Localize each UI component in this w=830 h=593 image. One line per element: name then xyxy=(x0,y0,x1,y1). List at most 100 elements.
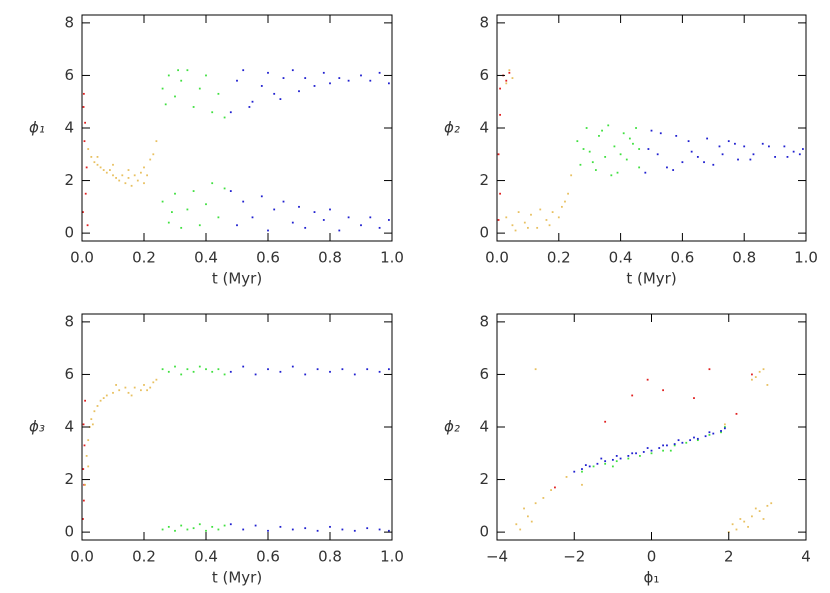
point xyxy=(86,224,89,227)
point xyxy=(527,515,529,518)
point xyxy=(712,432,715,435)
point xyxy=(727,140,730,143)
point xyxy=(499,87,501,90)
x-axis-label: t (Myr) xyxy=(212,569,262,587)
y-tick-label: 0 xyxy=(479,224,489,242)
plot-frame xyxy=(81,313,393,541)
point xyxy=(133,386,136,389)
y-tick-label: 4 xyxy=(479,418,489,436)
point xyxy=(192,190,195,192)
point xyxy=(505,82,508,85)
point xyxy=(650,129,653,132)
y-tick-label: 8 xyxy=(479,13,489,31)
point xyxy=(82,468,85,470)
point xyxy=(751,378,753,381)
x-tick-label: 0.8 xyxy=(318,249,342,267)
point xyxy=(143,384,145,386)
point xyxy=(180,373,183,376)
y-tick-label: 0 xyxy=(64,523,74,541)
point xyxy=(192,106,195,108)
point xyxy=(530,520,533,523)
point xyxy=(171,211,173,213)
point xyxy=(723,423,726,426)
point xyxy=(316,368,319,371)
point xyxy=(273,208,276,211)
point xyxy=(341,528,344,531)
point xyxy=(186,528,189,531)
point xyxy=(304,527,307,530)
point xyxy=(762,368,765,371)
point xyxy=(534,368,537,371)
point xyxy=(751,515,753,518)
point xyxy=(211,111,214,114)
point xyxy=(720,430,722,432)
point xyxy=(273,92,276,95)
point xyxy=(611,465,614,468)
point xyxy=(282,200,285,203)
point xyxy=(378,370,381,373)
point xyxy=(360,224,362,227)
point xyxy=(174,192,176,195)
point xyxy=(758,370,761,373)
y-tick-label: 4 xyxy=(64,418,74,436)
point xyxy=(696,156,699,158)
point xyxy=(579,163,582,166)
point xyxy=(198,365,201,368)
point xyxy=(127,391,130,394)
point xyxy=(758,510,761,512)
point xyxy=(747,525,749,528)
point xyxy=(539,208,542,211)
point xyxy=(96,156,99,158)
x-tick-label: 0.0 xyxy=(70,548,94,566)
y-tick-label: 2 xyxy=(479,470,489,488)
point xyxy=(105,394,108,397)
point xyxy=(82,211,84,213)
point xyxy=(527,226,529,229)
point xyxy=(83,483,86,486)
point xyxy=(329,208,331,211)
point xyxy=(594,169,597,171)
point xyxy=(378,528,381,531)
point xyxy=(625,158,628,161)
point xyxy=(737,158,739,161)
point xyxy=(90,418,93,421)
point xyxy=(84,399,86,402)
point xyxy=(708,368,711,371)
point xyxy=(143,166,145,169)
point xyxy=(304,77,307,79)
point xyxy=(591,161,594,164)
point xyxy=(242,69,245,72)
point xyxy=(735,528,738,531)
point xyxy=(121,174,124,177)
x-tick-label: 0.4 xyxy=(609,249,633,267)
point xyxy=(658,447,661,449)
point xyxy=(693,397,695,399)
x-tick-label: −4 xyxy=(486,548,508,566)
point xyxy=(703,161,705,164)
point xyxy=(588,150,591,153)
point xyxy=(557,216,560,219)
x-tick-label: 0.2 xyxy=(132,548,156,566)
point xyxy=(639,455,641,457)
point xyxy=(130,184,133,187)
point xyxy=(366,368,369,371)
point xyxy=(90,156,93,158)
point xyxy=(84,192,87,195)
point xyxy=(378,226,381,229)
point xyxy=(598,134,600,137)
point xyxy=(783,145,786,148)
point xyxy=(610,174,613,177)
point xyxy=(685,441,688,444)
point xyxy=(291,365,294,368)
point xyxy=(505,216,508,219)
y-tick-label: 0 xyxy=(479,523,489,541)
point xyxy=(604,156,607,158)
point xyxy=(118,389,121,392)
point xyxy=(581,470,583,473)
x-tick-label: 1.0 xyxy=(380,249,404,267)
point xyxy=(619,153,622,156)
point xyxy=(499,113,501,116)
point xyxy=(576,140,579,143)
point xyxy=(739,518,742,520)
x-tick-label: 1.0 xyxy=(380,548,404,566)
